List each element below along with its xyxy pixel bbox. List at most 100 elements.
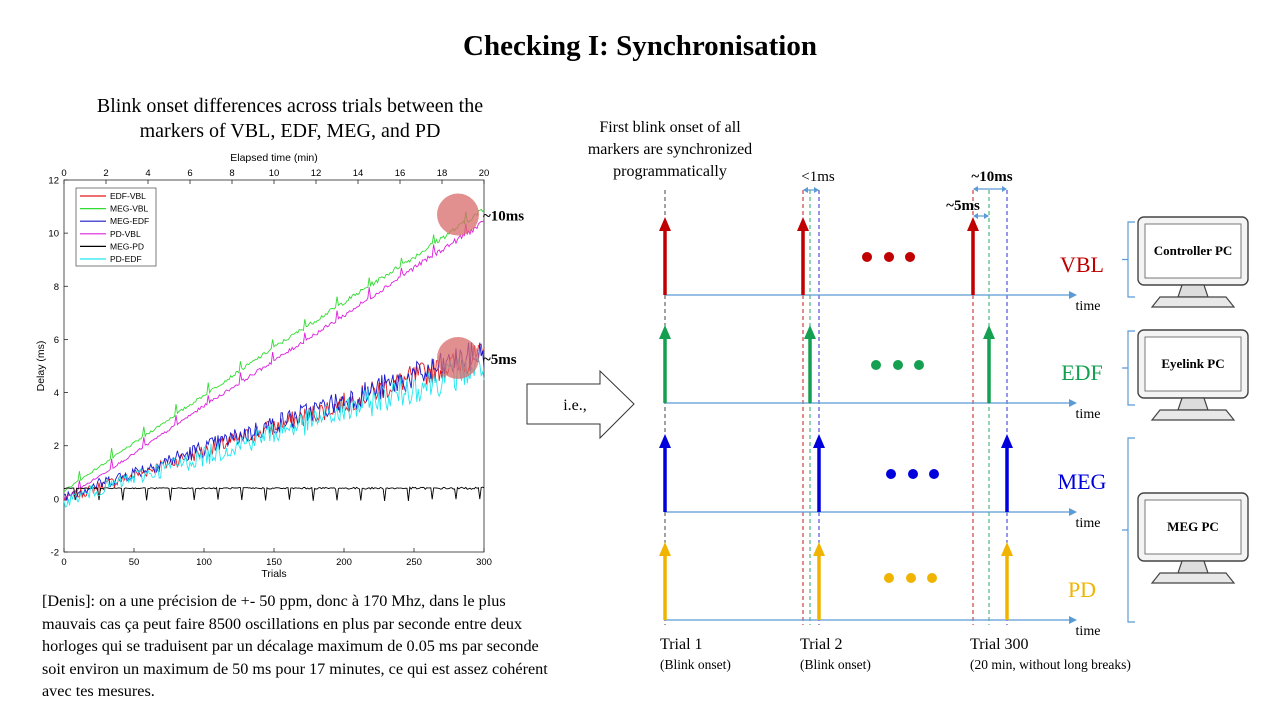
legend-entry: MEG-VBL	[110, 204, 149, 214]
timeline-arrowhead	[1069, 399, 1077, 407]
marker-name: EDF	[1061, 360, 1103, 385]
approx5ms-bracket-heads	[973, 213, 989, 219]
monitor-neck	[1177, 560, 1209, 574]
controller-pc-monitor: Controller PC	[1137, 216, 1249, 308]
top-x-tick-label: 14	[353, 168, 364, 179]
y-tick-label: -2	[51, 548, 59, 559]
marker-name: VBL	[1060, 252, 1104, 277]
ellipsis-dot	[884, 573, 894, 583]
series-line-pd-vbl	[63, 220, 485, 500]
trial-label: Trial 2	[800, 636, 843, 653]
pc-label: Controller PC	[1154, 243, 1233, 258]
top-x-tick-label: 4	[145, 168, 150, 179]
monitor-base	[1150, 409, 1236, 421]
x-tick-label: 100	[196, 557, 212, 568]
legend-entry: MEG-EDF	[110, 216, 149, 226]
y-tick-label: 0	[54, 494, 59, 505]
series-line-meg-pd	[63, 486, 485, 502]
legend-entry: MEG-PD	[110, 241, 144, 251]
ellipsis-dot	[893, 360, 903, 370]
ellipsis-dot	[871, 360, 881, 370]
event-arrowhead	[659, 325, 671, 339]
monitor-base	[1150, 296, 1236, 308]
top-x-tick-label: 20	[479, 168, 490, 179]
meg-pc-monitor: MEG PC	[1137, 492, 1249, 584]
timeline-arrowhead	[1069, 291, 1077, 299]
approx10ms-label: ~10ms	[971, 169, 1012, 185]
time-label: time	[1076, 624, 1101, 639]
y-tick-label: 4	[54, 388, 59, 399]
ellipsis-dot	[884, 252, 894, 262]
time-label: time	[1076, 299, 1101, 314]
marker-row-pd: time PD	[659, 542, 1100, 639]
event-arrowhead	[797, 217, 809, 231]
marker-row-meg: time MEG	[659, 434, 1107, 531]
approx5ms-label: ~5ms	[946, 198, 980, 214]
pc-label: MEG PC	[1167, 519, 1219, 534]
legend-entry: EDF-VBL	[110, 191, 146, 201]
series-line-pd-edf	[63, 355, 485, 508]
x-tick-label: 250	[406, 557, 422, 568]
x-tick-label: 150	[266, 557, 282, 568]
ellipsis-dot	[862, 252, 872, 262]
top-x-tick-label: 0	[61, 168, 66, 179]
ellipsis-dot	[927, 573, 937, 583]
event-arrowhead	[813, 542, 825, 556]
series-line-meg-edf	[63, 342, 485, 501]
timeline-arrowhead	[1069, 616, 1077, 624]
trial-label: Trial 1	[660, 636, 703, 653]
meg-pd-brace	[1122, 437, 1135, 623]
marker-row-vbl: time VBL	[659, 217, 1104, 314]
monitor-base	[1150, 572, 1236, 584]
ellipsis-dot	[905, 252, 915, 262]
series-line-edf-vbl	[63, 343, 485, 502]
top-x-tick-label: 6	[187, 168, 192, 179]
monitor-neck	[1177, 284, 1209, 298]
x-axis-label: Trials	[261, 568, 286, 580]
time-label: time	[1076, 407, 1101, 422]
sync-note-line: markers are synchronized	[588, 141, 752, 158]
top-x-tick-label: 2	[103, 168, 108, 179]
y-tick-label: 10	[48, 229, 59, 240]
ellipsis-dot	[914, 360, 924, 370]
highlight-circle	[437, 193, 479, 236]
y-tick-label: 8	[54, 282, 59, 293]
eyelink-pc-monitor: Eyelink PC	[1137, 329, 1249, 421]
legend: EDF-VBL MEG-VBL MEG-EDF PD-VBL MEG-PD PD-EDF	[75, 187, 157, 267]
plot-heading-line2: markers of VBL, EDF, MEG, and PD	[139, 120, 441, 142]
event-arrowhead	[804, 325, 816, 339]
trial-sublabel: (20 min, without long breaks)	[970, 657, 1131, 672]
plot-heading-line1: Blink onset differences across trials be…	[96, 95, 484, 117]
lt1ms-label: <1ms	[801, 169, 835, 185]
event-arrowhead	[983, 325, 995, 339]
ellipsis-dot	[886, 469, 896, 479]
trial-label: Trial 300	[970, 636, 1029, 653]
top-x-tick-label: 12	[311, 168, 322, 179]
event-arrowhead	[659, 434, 671, 448]
ellipsis-dot	[906, 573, 916, 583]
x-tick-label: 300	[476, 557, 492, 568]
y-tick-label: 2	[54, 441, 59, 452]
sync-note-line: First blink onset of all	[599, 119, 741, 136]
monitor-screen	[1144, 499, 1242, 555]
top-x-tick-label: 18	[437, 168, 448, 179]
marker-row-edf: time EDF	[659, 325, 1103, 422]
ellipsis-dot	[929, 469, 939, 479]
legend-entry: PD-EDF	[110, 254, 142, 264]
vbl-brace	[1122, 221, 1135, 298]
series-line-meg-vbl	[63, 208, 485, 493]
event-arrowhead	[1001, 434, 1013, 448]
time-label: time	[1076, 516, 1101, 531]
top-x-axis-label: Elapsed time (min)	[230, 152, 318, 164]
trial-sublabel: (Blink onset)	[660, 657, 731, 672]
highlight-circle	[437, 337, 479, 380]
annotation-label: ~10ms	[483, 209, 524, 225]
marker-name: MEG	[1058, 469, 1107, 494]
plot-heading: Blink onset differences across trials be…	[60, 94, 520, 144]
slide-title: Checking I: Synchronisation	[463, 30, 817, 62]
ie-arrow-label: i.e.,	[563, 397, 587, 414]
x-tick-label: 50	[129, 557, 140, 568]
y-tick-label: 6	[54, 335, 59, 346]
lt1ms-bracket-heads	[803, 187, 819, 193]
